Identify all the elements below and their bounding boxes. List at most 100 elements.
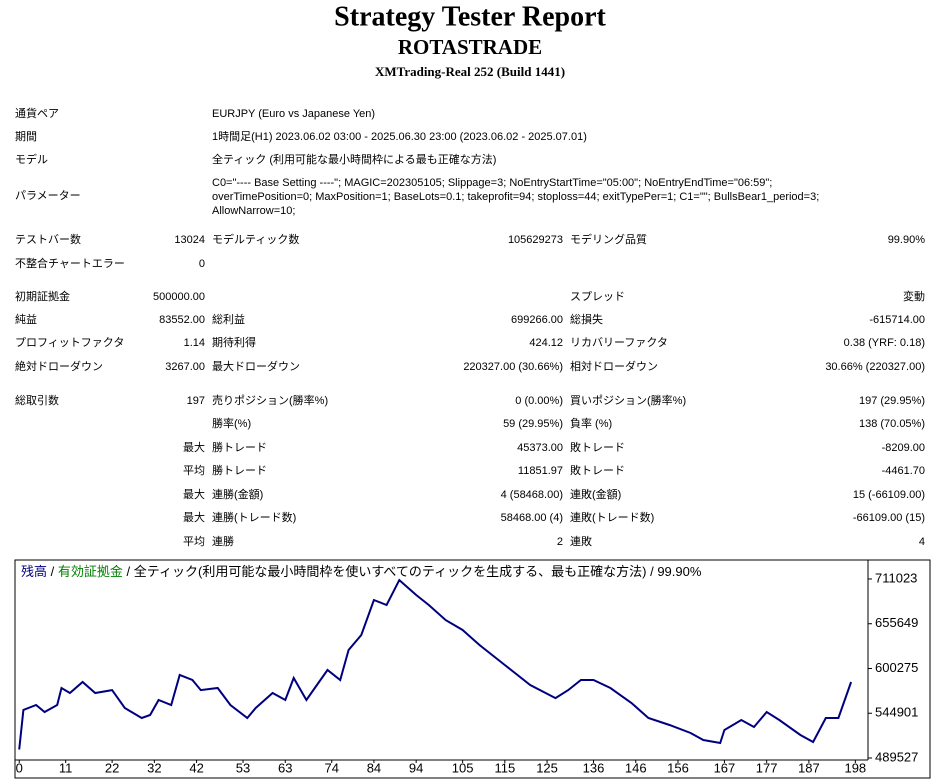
- info-label: 通貨ペア: [15, 106, 59, 120]
- legend-balance: 残高: [21, 564, 47, 579]
- stat-cell: 総利益: [212, 312, 245, 326]
- param-line: overTimePosition=0; MaxPosition=1; BaseL…: [212, 191, 819, 203]
- stat-cell: 424.12: [529, 337, 563, 349]
- x-tick-label: 22: [105, 760, 119, 775]
- stat-cell: 最大: [183, 487, 205, 501]
- info-value: 全ティック (利用可能な最小時間枠による最も正確な方法): [212, 152, 496, 166]
- legend-quality: 99.90%: [657, 564, 702, 579]
- stat-cell: 買いポジション(勝率%): [570, 393, 686, 407]
- stat-cell: 2: [557, 536, 563, 548]
- stat-cell: 105629273: [508, 234, 563, 246]
- stat-cell: 相対ドローダウン: [570, 359, 658, 373]
- legend-model: 全ティック(利用可能な最小時間枠を使いすべてのティックを生成する、最も正確な方法…: [134, 564, 647, 579]
- x-tick-label: 146: [625, 760, 647, 775]
- x-tick-label: 74: [324, 760, 338, 775]
- x-tick-label: 187: [798, 760, 820, 775]
- legend-separator: /: [51, 564, 55, 579]
- stat-cell: テストバー数: [15, 233, 81, 246]
- balance-line: [18, 578, 853, 750]
- report-title: Strategy Tester Report: [334, 1, 606, 32]
- stat-cell: 1.14: [184, 337, 205, 349]
- x-tick-label: 105: [452, 760, 474, 775]
- x-tick-label: 136: [583, 760, 605, 775]
- param-line: C0="---- Base Setting ----"; MAGIC=20230…: [212, 177, 772, 189]
- stat-cell: -8209.00: [882, 442, 925, 454]
- stat-cell: 勝トレード: [212, 463, 267, 477]
- stat-cell: 勝トレード: [212, 440, 267, 454]
- stat-cell: 15 (-66109.00): [853, 489, 925, 501]
- x-tick-label: 11: [59, 760, 73, 775]
- stat-cell: 58468.00 (4): [501, 512, 563, 524]
- y-tick-label: 544901: [875, 705, 918, 720]
- y-tick-label: 655649: [875, 615, 918, 630]
- x-tick-label: 156: [667, 760, 689, 775]
- x-tick-label: 198: [844, 760, 866, 775]
- x-tick-label: 84: [367, 760, 381, 775]
- x-tick-label: 115: [494, 760, 515, 775]
- y-tick-label: 489527: [875, 749, 918, 764]
- stat-cell: 3267.00: [165, 361, 205, 373]
- legend-equity: 有効証拠金: [58, 564, 123, 579]
- stat-cell: 45373.00: [517, 442, 563, 454]
- stat-cell: プロフィットファクタ: [15, 336, 124, 349]
- stat-cell: 平均: [183, 535, 205, 548]
- stat-cell: 純益: [15, 312, 37, 326]
- stat-cell: 197: [187, 395, 205, 407]
- stat-cell: 連勝: [212, 534, 234, 548]
- stat-cell: 83552.00: [159, 314, 205, 326]
- stat-cell: 総取引数: [15, 393, 59, 407]
- info-label: 期間: [15, 130, 37, 143]
- stat-cell: 99.90%: [888, 234, 926, 246]
- stat-cell: 負率 (%): [570, 416, 612, 430]
- stat-cell: 最大: [183, 510, 205, 524]
- stat-cell: 敗トレード: [570, 463, 625, 477]
- stat-cell: 不整合チャートエラー: [15, 256, 125, 270]
- report-subtitle: ROTASTRADE: [398, 35, 542, 59]
- x-tick-label: 125: [536, 760, 558, 775]
- stat-cell: 0 (0.00%): [515, 395, 563, 407]
- stat-cell: 11851.97: [518, 465, 563, 477]
- stat-cell: 売りポジション(勝率%): [212, 393, 328, 407]
- x-tick-label: 0: [16, 760, 23, 775]
- stat-cell: 138 (70.05%): [859, 418, 925, 430]
- info-value: EURJPY (Euro vs Japanese Yen): [212, 108, 375, 120]
- stat-cell: -4461.70: [882, 465, 925, 477]
- stat-cell: 197 (29.95%): [859, 395, 925, 407]
- stat-cell: リカバリーファクタ: [570, 336, 668, 349]
- stat-cell: 初期証拠金: [15, 289, 70, 303]
- x-tick-label: 177: [756, 760, 778, 775]
- y-tick-label: 600275: [875, 660, 918, 675]
- stat-cell: 500000.00: [153, 291, 205, 303]
- stat-cell: 699266.00: [511, 314, 563, 326]
- stat-cell: -615714.00: [869, 314, 925, 326]
- info-label: モデル: [15, 152, 48, 166]
- legend-separator: /: [127, 564, 131, 579]
- stat-cell: 平均: [183, 464, 205, 477]
- stat-cell: 連勝(トレード数): [212, 510, 296, 524]
- stat-cell: 220327.00 (30.66%): [463, 361, 563, 373]
- stat-cell: モデリング品質: [570, 232, 647, 246]
- param-label: パラメーター: [15, 189, 81, 202]
- chart-frame: [14, 559, 931, 779]
- stat-cell: 59 (29.95%): [503, 418, 563, 430]
- x-tick-label: 94: [409, 760, 423, 775]
- x-tick-label: 167: [714, 760, 736, 775]
- x-tick-label: 53: [236, 760, 250, 775]
- stat-cell: 絶対ドローダウン: [15, 359, 103, 373]
- stat-cell: 最大ドローダウン: [212, 359, 300, 373]
- legend-separator: /: [650, 564, 654, 579]
- x-tick-label: 63: [278, 760, 292, 775]
- stat-cell: 変動: [903, 289, 925, 303]
- stat-cell: 総損失: [570, 312, 603, 326]
- stat-cell: 敗トレード: [570, 440, 625, 454]
- report-server: XMTrading-Real 252 (Build 1441): [375, 64, 565, 79]
- stat-cell: 最大: [183, 440, 205, 454]
- stat-cell: 4: [919, 536, 925, 548]
- stat-cell: 13024: [174, 234, 205, 246]
- stat-cell: スプレッド: [570, 290, 625, 303]
- stat-cell: 0.38 (YRF: 0.18): [844, 337, 925, 349]
- x-tick-label: 32: [147, 760, 161, 775]
- stat-cell: 4 (58468.00): [501, 489, 563, 501]
